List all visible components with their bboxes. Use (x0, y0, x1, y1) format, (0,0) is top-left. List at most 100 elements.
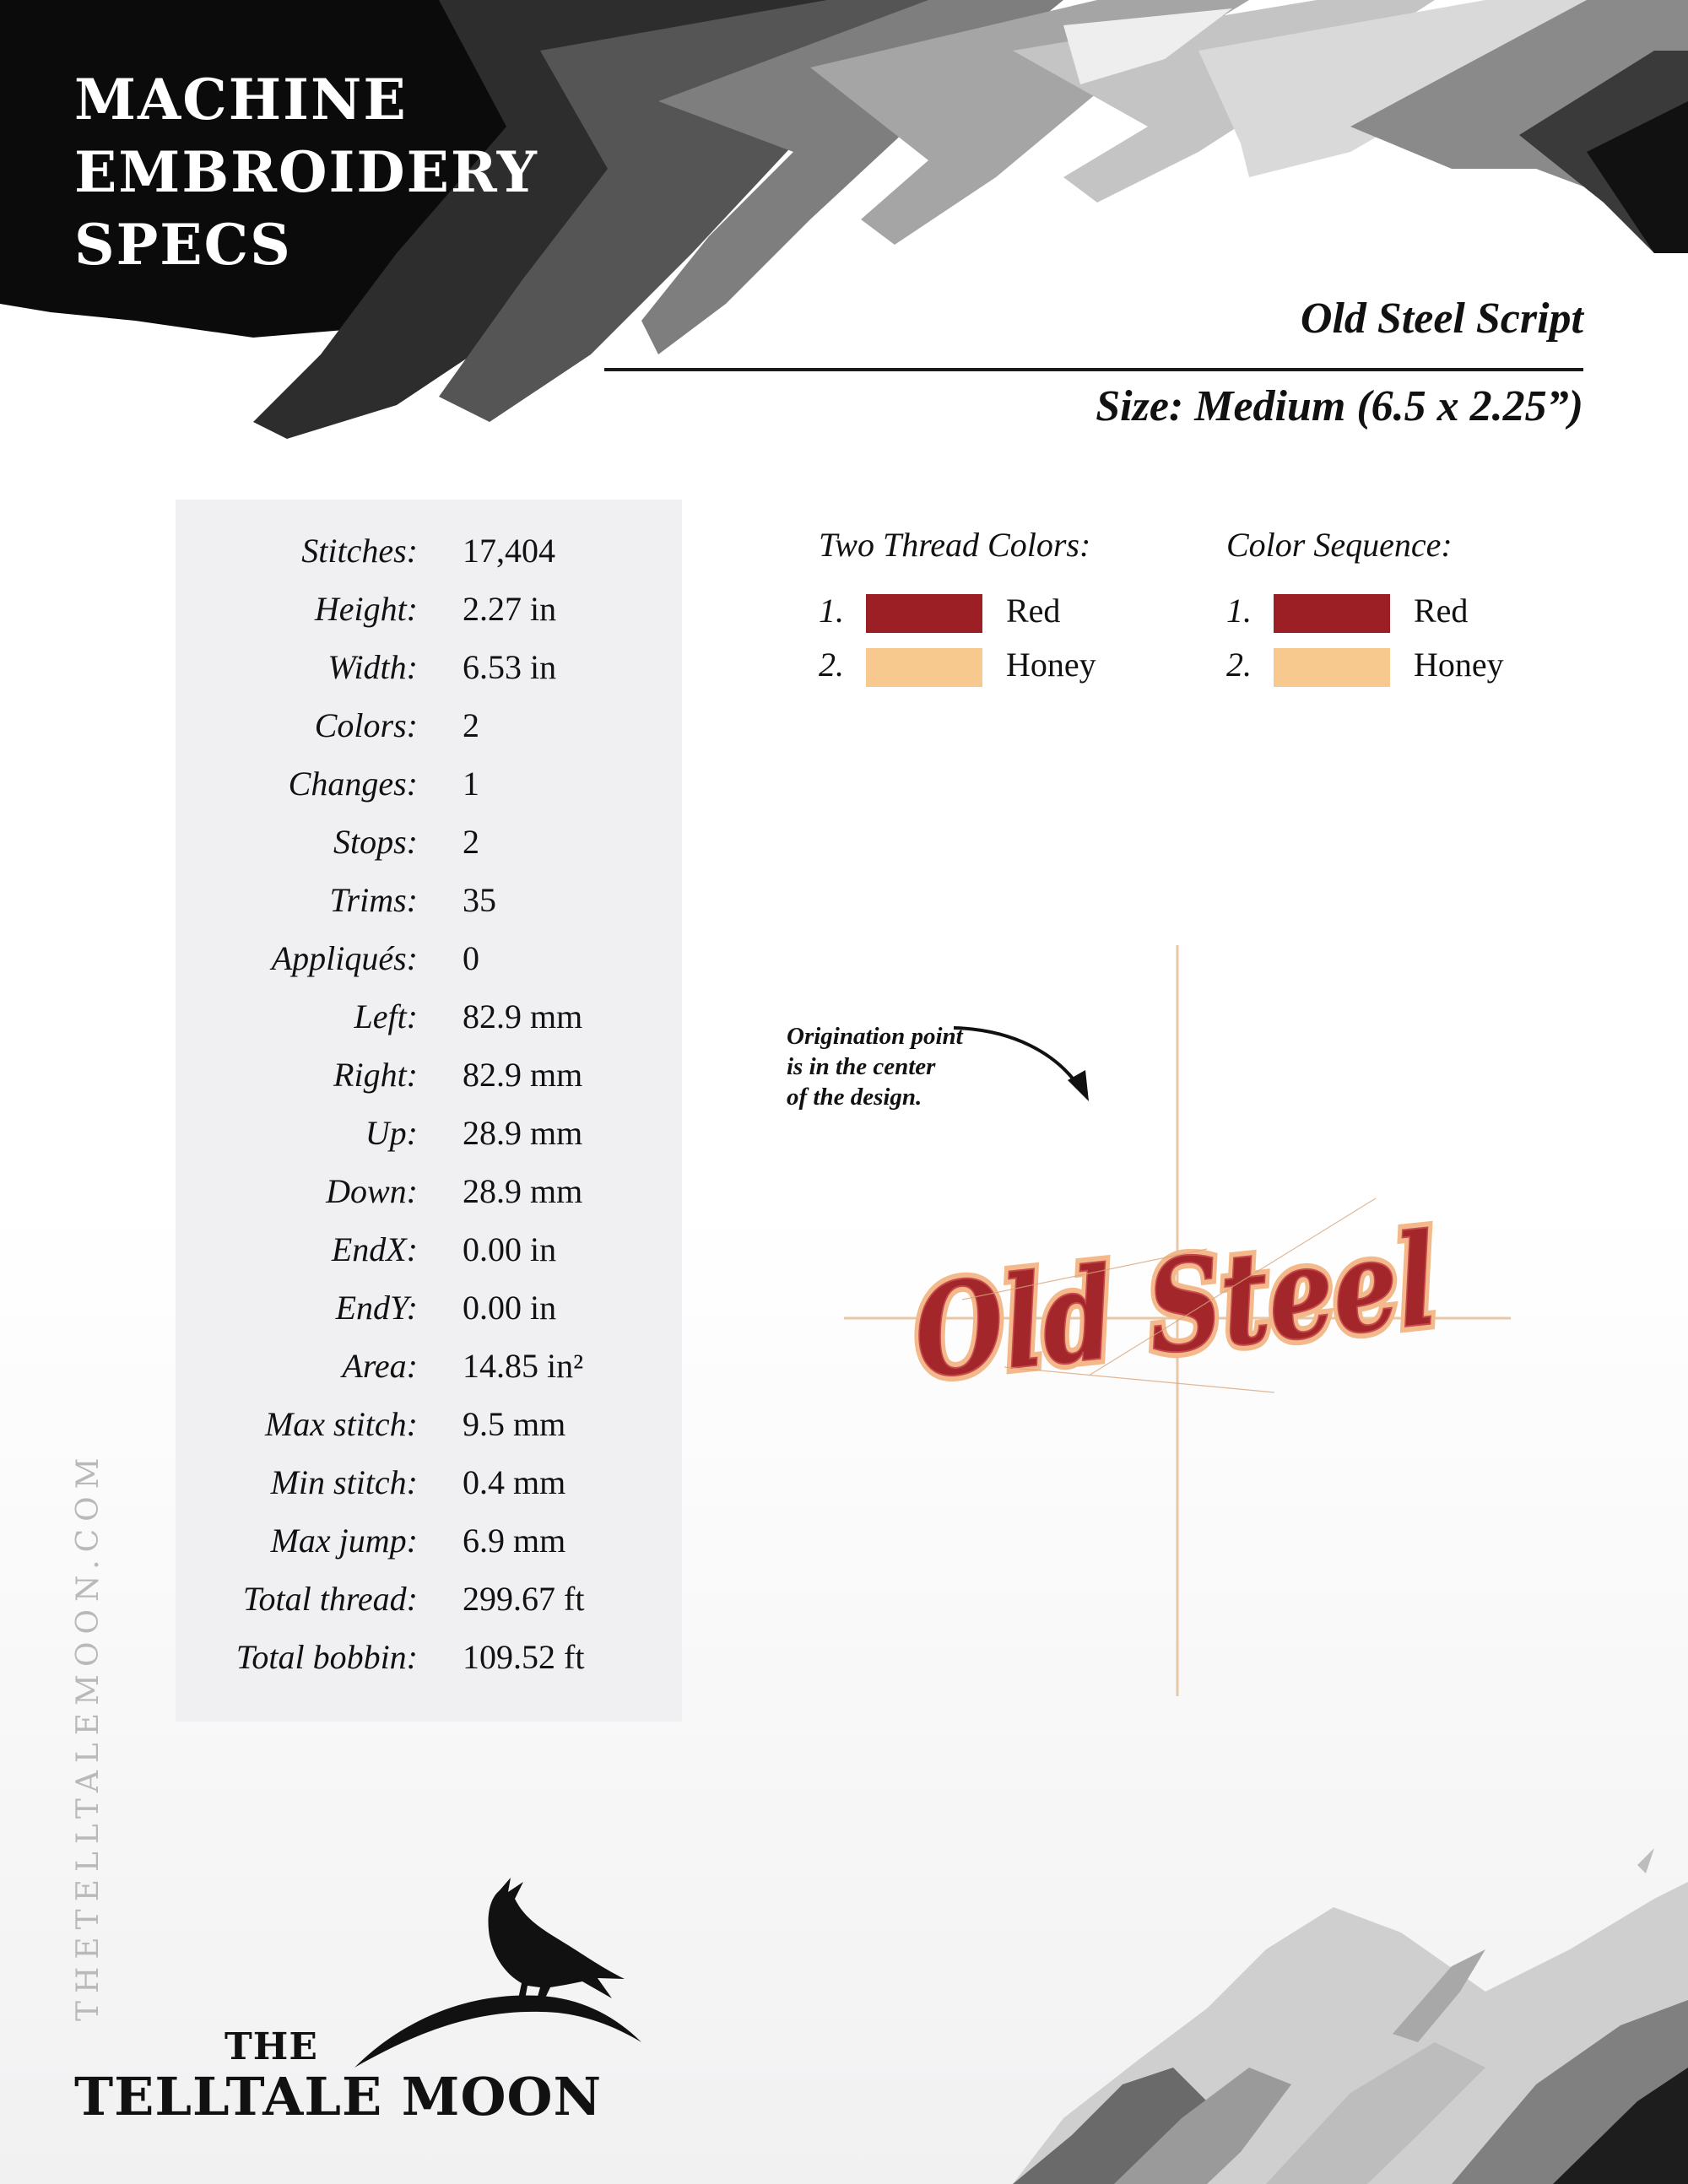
raven-moon-icon (354, 1878, 641, 2068)
spec-label: Total thread: (242, 1580, 418, 1618)
spec-value: 82.9 mm (463, 997, 583, 1035)
color-number: 1. (819, 592, 844, 630)
document-title: MACHINE EMBROIDERY SPECS (74, 63, 538, 281)
spec-row-stops: Stops: 2 (176, 822, 682, 880)
spec-row-left: Left: 82.9 mm (176, 997, 682, 1055)
spec-row-height: Height: 2.27 in (176, 589, 682, 647)
spec-value: 109.52 ft (463, 1638, 585, 1676)
spec-row-endx: EndX: 0.00 in (176, 1230, 682, 1288)
spec-row-trims: Trims: 35 (176, 880, 682, 938)
spec-label: Right: (333, 1056, 418, 1094)
title-divider (604, 368, 1583, 371)
spec-row-endy: EndY: 0.00 in (176, 1288, 682, 1346)
spec-row-right: Right: 82.9 mm (176, 1055, 682, 1113)
spec-value: 14.85 in² (463, 1347, 584, 1385)
spec-row-area: Area: 14.85 in² (176, 1346, 682, 1404)
spec-value: 17,404 (463, 532, 555, 570)
spec-value: 0 (463, 939, 479, 977)
title-line-1: MACHINE (74, 67, 408, 132)
spec-value: 2.27 in (463, 590, 557, 628)
color-number: 2. (819, 646, 844, 684)
annotation-line: is in the center (787, 1053, 936, 1080)
title-line-3: SPECS (74, 212, 292, 278)
spec-label: Max jump: (270, 1522, 418, 1560)
color-number: 1. (1226, 592, 1252, 630)
header-brush-art (0, 0, 1688, 439)
color-swatch-honey (1274, 648, 1390, 687)
spec-value: 299.67 ft (463, 1580, 585, 1618)
spec-label: Total bobbin: (235, 1638, 418, 1676)
spec-label: EndX: (331, 1230, 418, 1268)
logo-the-text: THE (225, 2025, 318, 2068)
thread-color-item: 1. Red (819, 591, 1156, 633)
brand-logo: THE TELLTALE MOON (68, 1873, 726, 2127)
spec-value: 28.9 mm (463, 1172, 583, 1210)
color-number: 2. (1226, 646, 1252, 684)
specs-panel: Stitches: 17,404 Height: 2.27 in Width: 6.5… (176, 500, 682, 1722)
color-name: Honey (1006, 646, 1096, 684)
embroidery-preview: Old Steel Old Steel (844, 945, 1511, 1696)
annotation-line: Origination point (787, 1023, 963, 1050)
spec-label: Min stitch: (270, 1463, 418, 1501)
spec-row-up: Up: 28.9 mm (176, 1113, 682, 1171)
spec-row-stitches: Stitches: 17,404 (176, 531, 682, 589)
color-name: Honey (1414, 646, 1504, 684)
spec-label: Stops: (333, 823, 418, 861)
spec-label: Left: (354, 997, 418, 1035)
title-line-2: EMBROIDERY (74, 139, 538, 205)
thread-colors-list: Two Thread Colors: 1. Red 2. Honey (819, 525, 1173, 711)
spec-value: 6.9 mm (463, 1522, 566, 1560)
color-name: Red (1414, 592, 1469, 630)
spec-value: 9.5 mm (463, 1405, 566, 1443)
footer-brush-art (1013, 1848, 1688, 2184)
spec-row-total-bobbin: Total bobbin: 109.52 ft (176, 1637, 682, 1695)
spec-value: 1 (463, 765, 479, 803)
spec-row-min-stitch: Min stitch: 0.4 mm (176, 1462, 682, 1521)
spec-label: Down: (326, 1172, 418, 1210)
spec-label: Changes: (288, 765, 418, 803)
spec-label: Height: (314, 590, 418, 628)
color-sequence-heading: Color Sequence: (1226, 526, 1453, 564)
spec-value: 35 (463, 881, 496, 919)
spec-label: Stitches: (301, 532, 418, 570)
annotation-arrow-icon (953, 1026, 1089, 1101)
thread-colors-heading: Two Thread Colors: (819, 526, 1091, 564)
spec-label: Up: (365, 1114, 418, 1152)
spec-label: Trims: (329, 881, 419, 919)
old-steel-design: Old Steel Old Steel (901, 1199, 1449, 1414)
spec-value: 82.9 mm (463, 1056, 583, 1094)
spec-row-total-thread: Total thread: 299.67 ft (176, 1579, 682, 1637)
color-swatch-honey (866, 648, 982, 687)
color-name: Red (1006, 592, 1061, 630)
spec-label: Appliqués: (271, 939, 418, 977)
logo-name-text: TELLTALE MOON (74, 2066, 603, 2127)
spec-value: 2 (463, 706, 479, 744)
color-sequence-list: Color Sequence: 1. Red 2. Honey (1226, 525, 1581, 711)
spec-row-changes: Changes: 1 (176, 764, 682, 822)
spec-label: EndY: (335, 1289, 418, 1327)
spec-row-max-jump: Max jump: 6.9 mm (176, 1521, 682, 1579)
annotation-line: of the design. (787, 1084, 922, 1111)
spec-row-max-stitch: Max stitch: 9.5 mm (176, 1404, 682, 1462)
origination-annotation: Origination point is in the center of th… (787, 1021, 963, 1112)
spec-value: 0.00 in (463, 1230, 557, 1268)
spec-label: Width: (327, 648, 418, 686)
size-label: Size: Medium (6.5 x 2.25”) (1096, 382, 1583, 430)
spec-row-width: Width: 6.53 in (176, 647, 682, 705)
spec-label: Area: (342, 1347, 418, 1385)
sequence-color-item: 2. Honey (1226, 645, 1564, 687)
spec-value: 0.00 in (463, 1289, 557, 1327)
spec-value: 2 (463, 823, 479, 861)
spec-label: Colors: (314, 706, 418, 744)
spec-row-down: Down: 28.9 mm (176, 1171, 682, 1230)
spec-value: 0.4 mm (463, 1463, 566, 1501)
thread-color-item: 2. Honey (819, 645, 1156, 687)
sequence-color-item: 1. Red (1226, 591, 1564, 633)
color-swatch-red (866, 594, 982, 633)
spec-value: 6.53 in (463, 648, 557, 686)
spec-label: Max stitch: (264, 1405, 418, 1443)
spec-row-appliques: Appliqués: 0 (176, 938, 682, 997)
spec-value: 28.9 mm (463, 1114, 583, 1152)
spec-row-colors: Colors: 2 (176, 705, 682, 764)
svg-text:Old Steel: Old Steel (907, 1205, 1443, 1408)
